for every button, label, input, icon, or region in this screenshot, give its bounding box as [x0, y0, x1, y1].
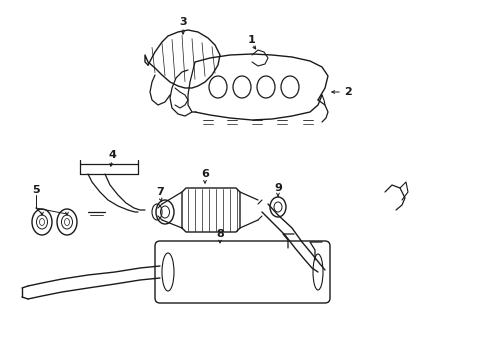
Text: 2: 2 — [344, 87, 351, 97]
Text: 4: 4 — [108, 150, 116, 160]
Text: 1: 1 — [247, 35, 255, 45]
Text: 7: 7 — [156, 187, 163, 197]
Text: 8: 8 — [216, 229, 224, 239]
Text: 3: 3 — [179, 17, 186, 27]
Text: 9: 9 — [273, 183, 282, 193]
Text: 6: 6 — [201, 169, 208, 179]
Text: 5: 5 — [32, 185, 40, 195]
